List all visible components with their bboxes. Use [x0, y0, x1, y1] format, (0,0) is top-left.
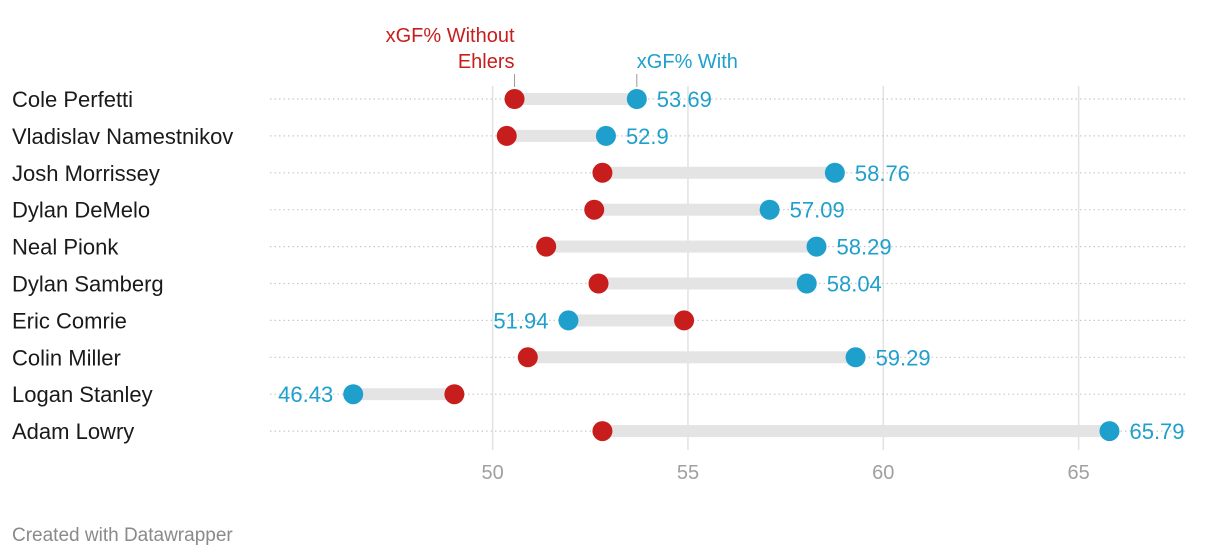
- with-value-label: 58.04: [827, 272, 882, 297]
- credit-text: Created with Datawrapper: [12, 525, 233, 546]
- player-name-label: Dylan DeMelo: [12, 198, 150, 223]
- row-guide-lines: [270, 98, 1188, 432]
- dot-without-ehlers: [674, 310, 695, 331]
- x-tick-label: 55: [677, 462, 699, 484]
- x-axis-ticks: 50 55 60 65: [482, 462, 1090, 484]
- dot-without-ehlers: [444, 384, 465, 405]
- row-labels: Cole Perfetti 53.69 Vladislav Namestnikov 5…: [12, 87, 1185, 444]
- dot-with-ehlers: [595, 125, 616, 146]
- dot-without-ehlers: [504, 89, 525, 109]
- dot-with-ehlers: [558, 310, 579, 331]
- vertical-gridlines: [491, 86, 1080, 450]
- with-value-label: 65.79: [1129, 419, 1184, 444]
- dot-with-ehlers: [824, 162, 845, 183]
- dot-with-ehlers: [759, 199, 780, 220]
- range-bar: [598, 277, 807, 290]
- range-bars: [353, 93, 1110, 438]
- data-dots: [343, 89, 1120, 442]
- x-tick-label: 65: [1067, 462, 1089, 484]
- player-name-label: Adam Lowry: [12, 419, 134, 444]
- dot-with-ehlers: [845, 347, 866, 368]
- range-bar: [594, 203, 770, 216]
- dot-without-ehlers: [584, 199, 605, 220]
- dot-without-ehlers: [588, 273, 609, 294]
- legend-without-ehlers: xGF% Without: [386, 25, 515, 47]
- range-bar: [602, 166, 835, 179]
- x-tick-label: 50: [482, 462, 504, 484]
- player-name-label: Josh Morrissey: [12, 161, 160, 186]
- with-value-label: 46.43: [278, 382, 333, 407]
- range-bar: [353, 388, 455, 401]
- range-bar: [506, 129, 606, 142]
- player-name-label: Eric Comrie: [12, 308, 127, 333]
- dot-without-ehlers: [517, 347, 538, 368]
- legend-without-ehlers: Ehlers: [458, 51, 515, 73]
- player-name-label: Cole Perfetti: [12, 87, 133, 112]
- dot-with-ehlers: [343, 384, 364, 405]
- with-value-label: 58.76: [855, 161, 910, 186]
- with-value-label: 51.94: [493, 308, 548, 333]
- dot-without-ehlers: [592, 162, 613, 183]
- player-name-label: Neal Pionk: [12, 235, 119, 260]
- with-value-label: 52.9: [626, 124, 669, 149]
- x-tick-label: 60: [872, 462, 894, 484]
- with-value-label: 58.29: [837, 235, 892, 260]
- player-name-label: Logan Stanley: [12, 382, 153, 407]
- dot-without-ehlers: [496, 125, 517, 146]
- range-bar: [514, 93, 637, 105]
- dot-without-ehlers: [592, 421, 613, 442]
- legend: xGF% Without Ehlers xGF% With: [386, 25, 738, 87]
- with-value-label: 57.09: [790, 198, 845, 223]
- range-bar: [568, 314, 685, 327]
- legend-with-ehlers: xGF% With: [637, 51, 738, 73]
- dot-with-ehlers: [806, 236, 827, 257]
- dot-without-ehlers: [536, 236, 557, 257]
- range-bar: [602, 425, 1110, 438]
- range-bar: [546, 240, 817, 253]
- dot-with-ehlers: [1099, 421, 1120, 442]
- player-name-label: Dylan Samberg: [12, 272, 164, 297]
- dot-with-ehlers: [796, 273, 817, 294]
- with-value-label: 59.29: [876, 345, 931, 370]
- player-name-label: Colin Miller: [12, 345, 121, 370]
- player-name-label: Vladislav Namestnikov: [12, 124, 233, 149]
- dot-with-ehlers: [626, 89, 647, 109]
- range-bar: [527, 351, 856, 364]
- with-value-label: 53.69: [657, 87, 712, 112]
